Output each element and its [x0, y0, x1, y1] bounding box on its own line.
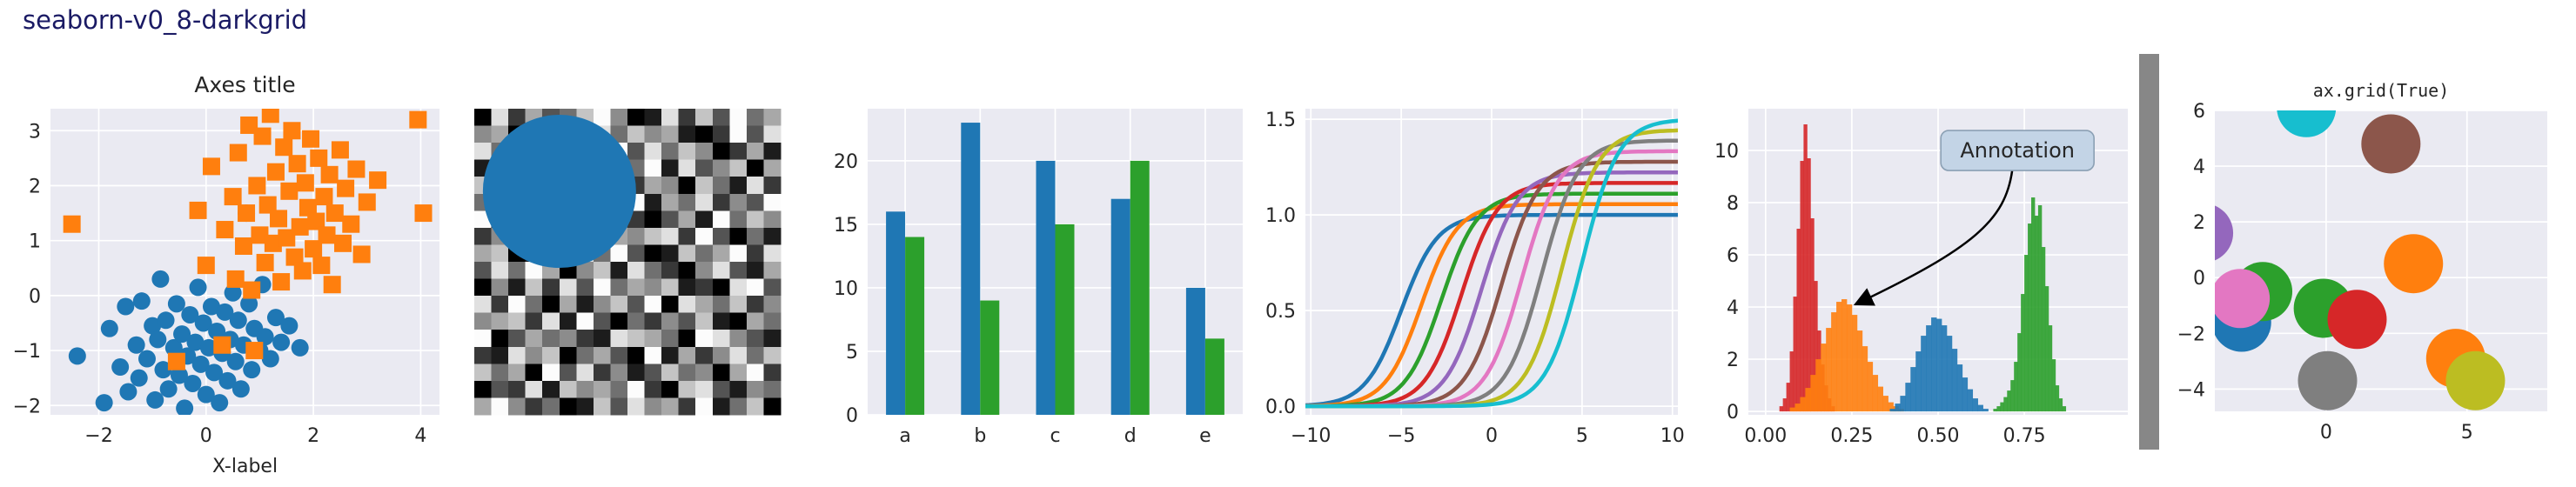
x-tick-label: 0 [2320, 422, 2332, 444]
pink-bubble [2215, 269, 2271, 329]
x-tick-label: e [1199, 425, 1211, 447]
y-tick-label: −4 [2177, 379, 2205, 401]
blue-bars-b [961, 123, 981, 415]
gray-bubble [2298, 350, 2358, 410]
y-tick-label: 5 [846, 342, 858, 364]
y-tick-label: 15 [834, 215, 858, 237]
y-tick-label: 1.5 [1265, 110, 1296, 131]
x-tick-label: −2 [84, 425, 112, 447]
x-tick-label: c [1050, 425, 1060, 447]
annotation-arrow [1853, 170, 2014, 306]
green-bars-d [1130, 160, 1150, 415]
plot-content [886, 123, 1224, 415]
y-tick-label: 2 [29, 176, 41, 197]
x-tick-label: b [974, 425, 986, 447]
grid-lines [2215, 110, 2547, 411]
x-tick-label: 0.25 [1830, 425, 1873, 447]
tick-labels: −4 −2 0 2 4 6 0 5 [2177, 101, 2473, 444]
plot-content [1779, 124, 2067, 412]
y-tick-label: −2 [13, 396, 41, 417]
x-tick-label: 0.75 [2003, 425, 2046, 447]
y-tick-label: 1 [29, 231, 41, 253]
y-tick-label: −2 [2177, 324, 2205, 345]
y-tick-label: 3 [29, 121, 41, 143]
histograms-panel: 0 2 4 6 8 10 0.00 0.25 0.50 0.75 Annotation [1714, 109, 2128, 447]
blue-hist [1889, 317, 1989, 412]
orange-squares [63, 109, 433, 370]
y-tick-label: 4 [1727, 297, 1739, 319]
y-tick-label: 0 [846, 405, 858, 427]
y-tick-label: 2 [1727, 350, 1739, 371]
y-tick-label: −1 [13, 341, 41, 363]
plot-content [2215, 110, 2506, 410]
panel-divider [2139, 54, 2159, 450]
x-tick-label: a [899, 425, 910, 447]
green-sigmoid-line [1305, 191, 1678, 409]
y-tick-label: 6 [2193, 101, 2205, 123]
axes-title-scatter-panel: −2 −1 0 1 2 3 −2 0 2 4 Axes title X-label [13, 72, 439, 477]
axes-title: Axes title [194, 72, 295, 97]
image-circle-patch [482, 115, 636, 269]
green-bars-e [1204, 338, 1224, 415]
x-tick-label: 0 [200, 425, 212, 447]
y-tick-label: 8 [1727, 193, 1739, 215]
x-tick-label: 0.50 [1917, 425, 1960, 447]
plot-content [1305, 118, 1678, 409]
sigmoid-lines-panel: 0.0 0.5 1.0 1.5 −10 −5 0 5 10 [1265, 109, 1685, 447]
x-axis-label: X-label [212, 456, 278, 477]
style-heading: seaborn-v0_8-darkgrid [23, 5, 308, 35]
blue-bars-a [886, 211, 906, 415]
annotation-text: Annotation [1960, 138, 2075, 163]
grid-true-scatter-panel: −4 −2 0 2 4 6 0 5 ax.grid(True) [2177, 80, 2547, 444]
cyan-sigmoid-line [1305, 118, 1678, 409]
axes-title: ax.grid(True) [2313, 80, 2450, 101]
y-tick-label: 6 [1727, 245, 1739, 267]
annotation-box [1940, 130, 2095, 171]
y-tick-label: 1.0 [1265, 205, 1296, 227]
x-tick-label: 2 [307, 425, 319, 447]
x-tick-label: −10 [1291, 425, 1331, 447]
blue-bars-d [1110, 198, 1130, 415]
y-tick-label: 0 [2193, 268, 2205, 290]
blue-bars-e [1185, 287, 1205, 415]
annotation: Annotation [1853, 130, 2095, 306]
green-hist [1993, 197, 2067, 412]
tick-labels: −2 −1 0 1 2 3 −2 0 2 4 [13, 121, 427, 447]
y-tick-label: 0 [29, 286, 41, 308]
y-tick-label: 10 [1714, 141, 1739, 163]
olive-bubble [2445, 350, 2506, 410]
blue-bars-c [1036, 160, 1056, 415]
orange-bubble [2384, 234, 2444, 294]
y-tick-label: 20 [834, 151, 858, 173]
green-bars-a [905, 237, 925, 415]
tick-labels: 0.0 0.5 1.0 1.5 −10 −5 0 5 10 [1265, 110, 1685, 447]
x-tick-label: d [1124, 425, 1137, 447]
tick-labels: 0 5 10 15 20 a b c d e [834, 151, 1211, 447]
y-tick-label: 0 [1727, 402, 1739, 424]
grouped-bars-panel: 0 5 10 15 20 a b c d e [834, 109, 1243, 447]
brown-bubble [2361, 114, 2421, 174]
x-tick-label: 4 [414, 425, 426, 447]
y-tick-label: 10 [834, 278, 858, 300]
x-tick-label: 10 [1660, 425, 1685, 447]
x-tick-label: 0.00 [1744, 425, 1787, 447]
y-tick-label: 4 [2193, 157, 2205, 178]
green-bars-c [1055, 223, 1075, 415]
purple-bubble [2215, 205, 2234, 261]
y-tick-label: 2 [2193, 212, 2205, 234]
plot-content [63, 109, 433, 415]
y-tick-label: 0.5 [1265, 301, 1296, 323]
tick-labels: 0 2 4 6 8 10 0.00 0.25 0.50 0.75 [1714, 141, 2046, 447]
x-tick-label: −5 [1387, 425, 1415, 447]
x-tick-label: 5 [2461, 422, 2473, 444]
cyan-bubble [2277, 110, 2337, 137]
green-bars-b [980, 300, 1000, 415]
y-tick-label: 0.0 [1265, 397, 1296, 418]
x-tick-label: 5 [1576, 425, 1588, 447]
x-tick-label: 0 [1486, 425, 1498, 447]
red-bubble [2327, 290, 2387, 350]
noise-image-panel [474, 109, 782, 416]
